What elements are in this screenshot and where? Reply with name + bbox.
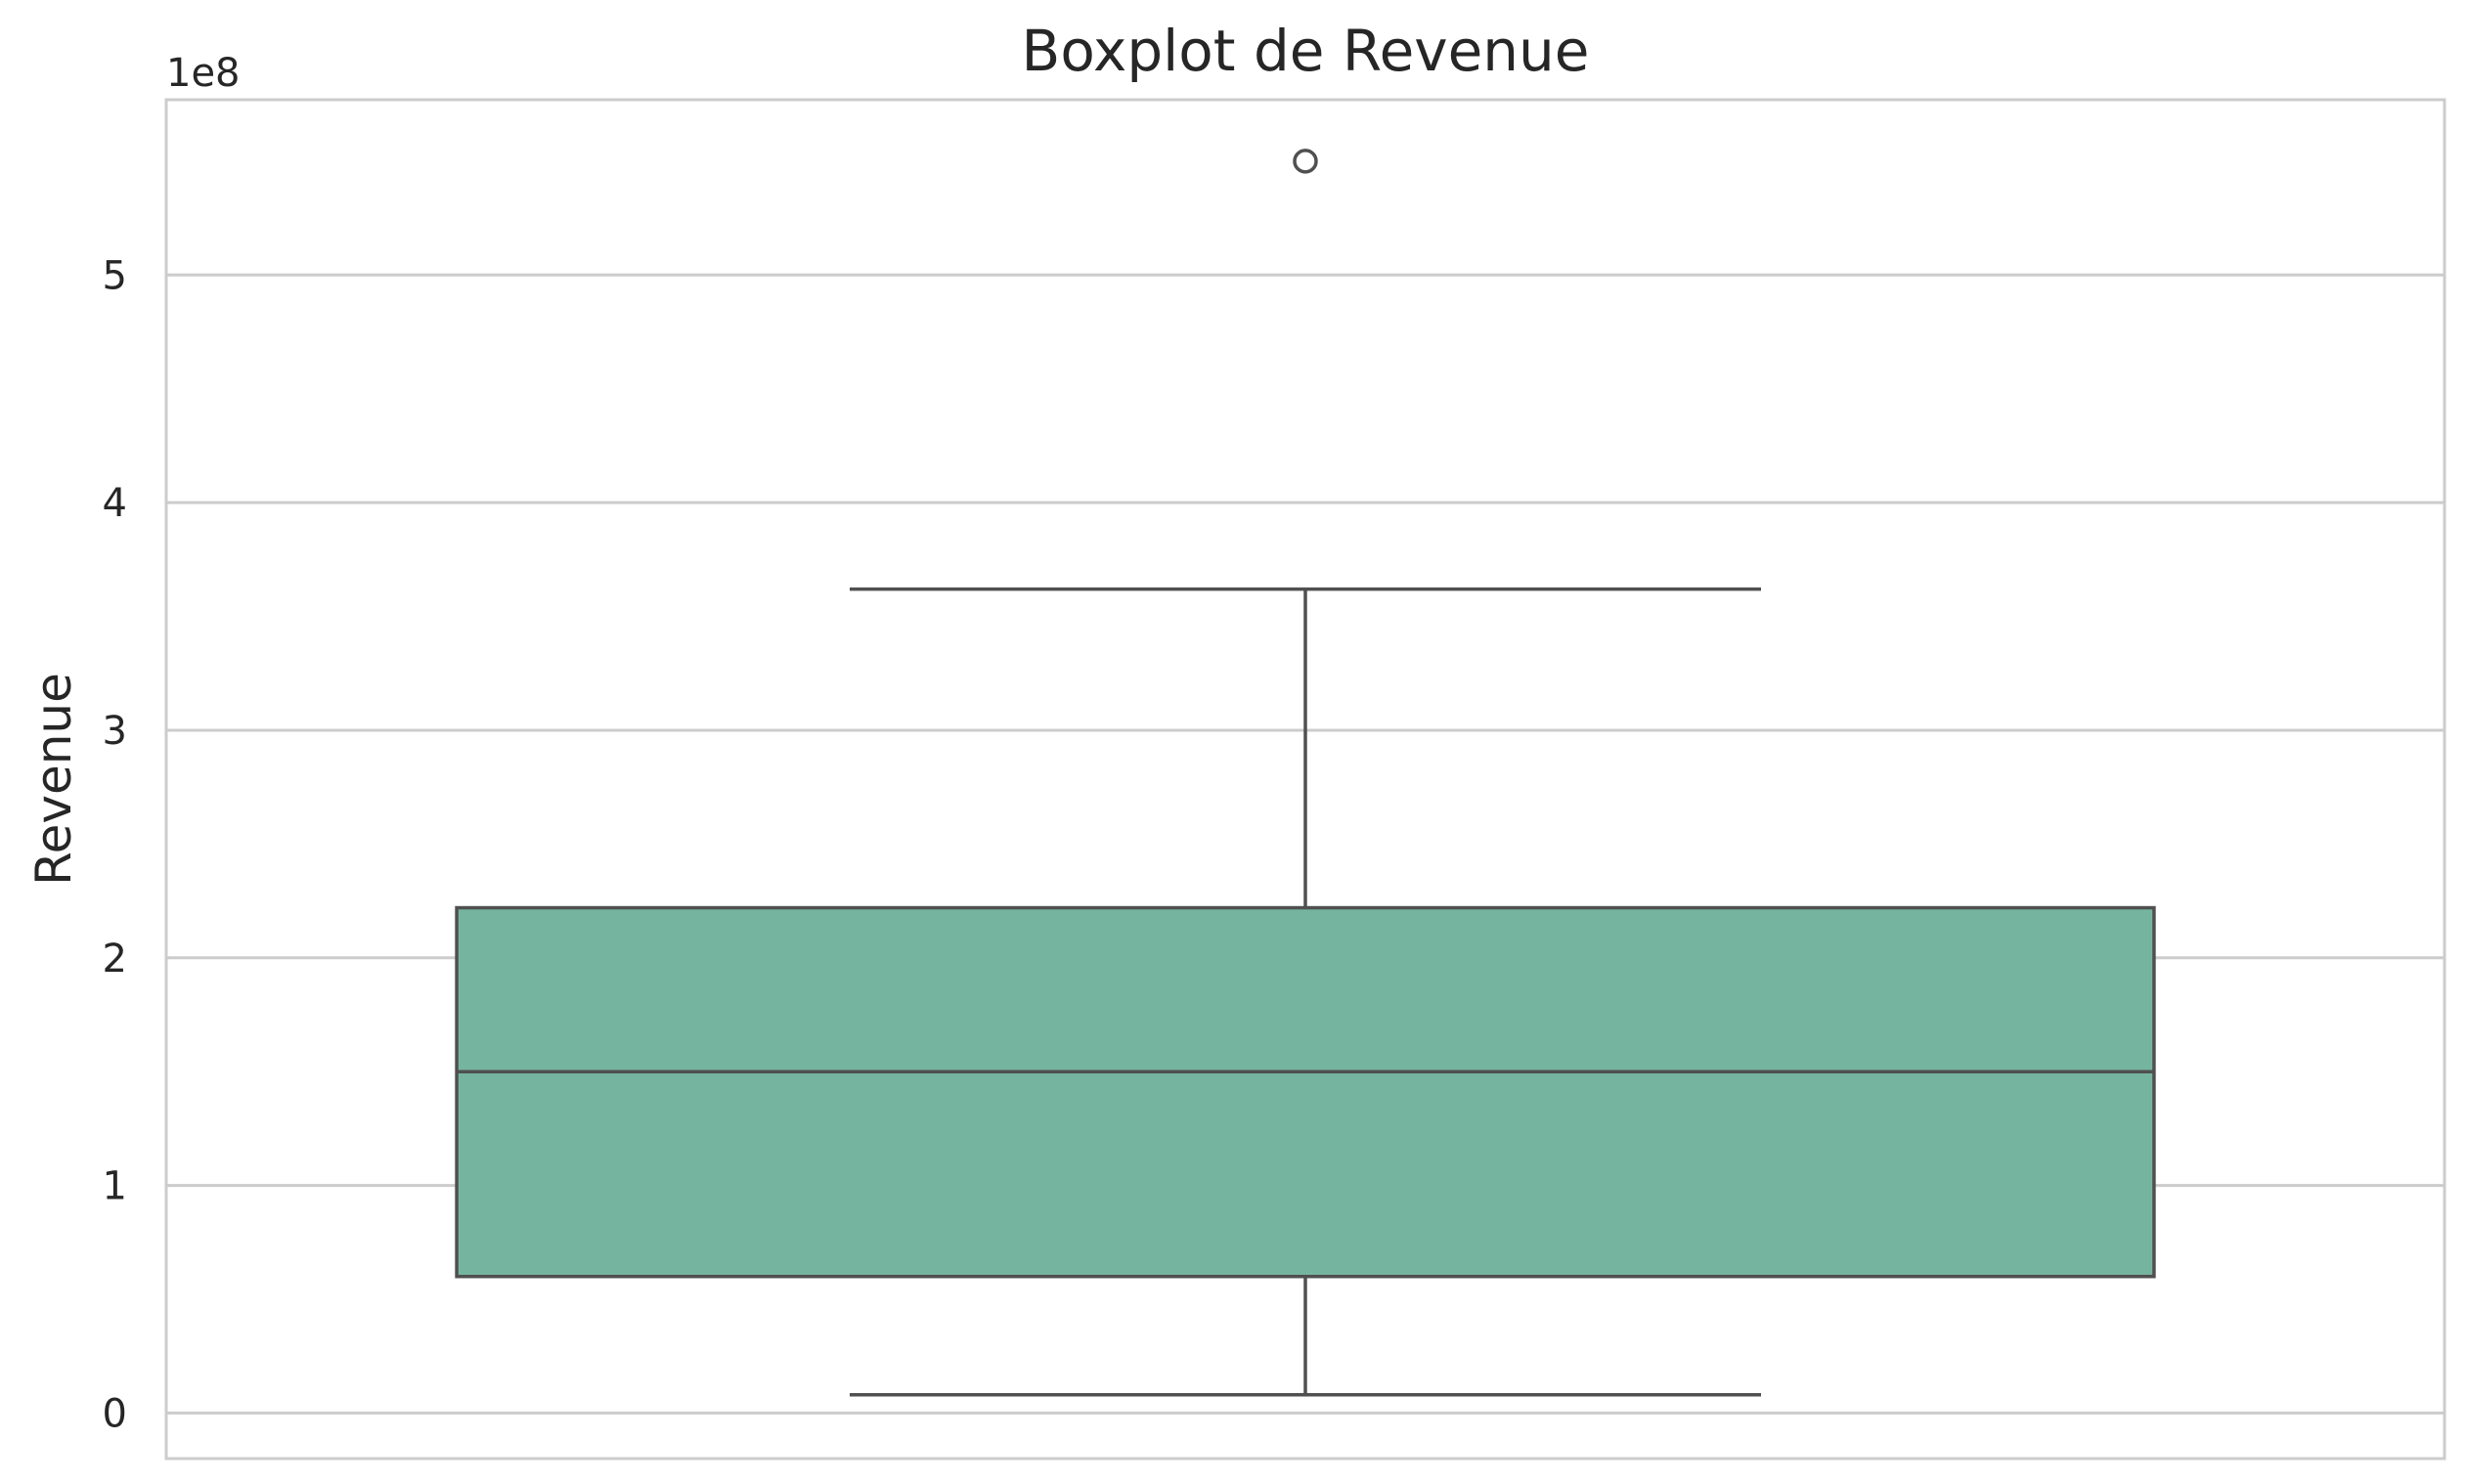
y-tick-label: 4: [103, 481, 127, 526]
outlier-point: [1293, 149, 1318, 174]
y-tick-labels: 0 1 2 3 4 5: [103, 253, 127, 1436]
y-tick-label: 5: [103, 253, 127, 298]
interquartile-box: [455, 905, 2156, 1279]
box-and-whiskers: [455, 149, 2156, 1397]
plot-frame: [164, 98, 2446, 1461]
y-tick-label: 1: [103, 1164, 127, 1209]
y-tick-label: 3: [103, 709, 127, 754]
y-tick-label: 0: [103, 1391, 127, 1436]
y-axis-label: Revenue: [25, 673, 82, 886]
y-scale-exponent: 1e8: [166, 51, 241, 96]
y-tick-label: 2: [103, 937, 127, 982]
chart-title: Boxplot de Revenue: [1022, 18, 1590, 84]
